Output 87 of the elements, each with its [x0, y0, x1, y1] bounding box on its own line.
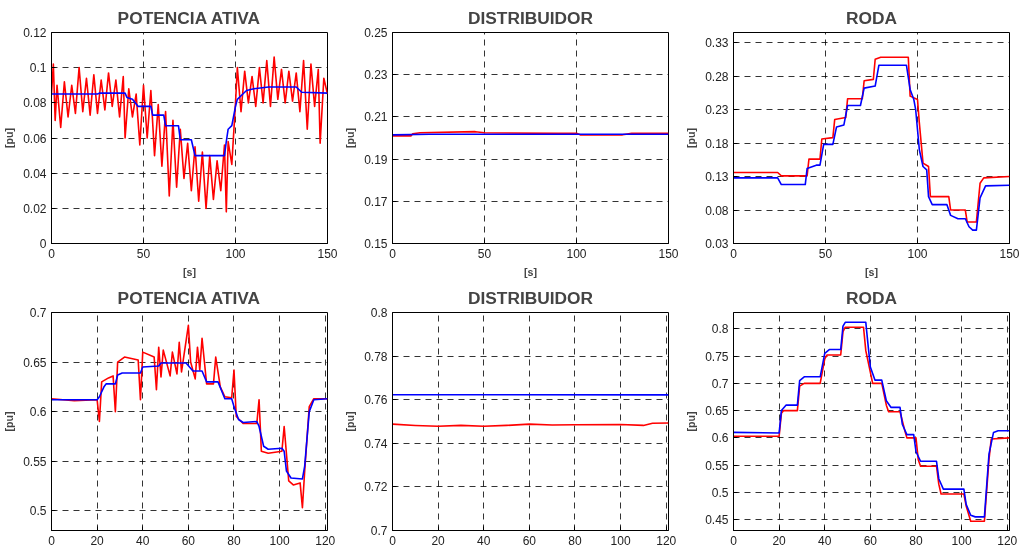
y-tick-label: 0.5 [711, 485, 729, 500]
y-tick-label: 0.08 [23, 96, 47, 111]
x-tick-label: 50 [136, 246, 151, 261]
y-tick-label: 0.28 [705, 69, 729, 84]
x-tick-label: 80 [909, 533, 923, 547]
y-tick-label: 0.45 [705, 513, 729, 528]
y-tick-label: 0.72 [364, 480, 388, 495]
y-tick-label: 0.55 [705, 458, 729, 473]
x-tick-label: 150 [658, 246, 679, 261]
y-tick-label: 0.08 [705, 203, 729, 218]
x-tick-label: 100 [269, 533, 290, 547]
y-tick-label: 0.06 [23, 131, 47, 146]
y-tick-label: 0.17 [364, 194, 388, 209]
y-tick-label: 0 [39, 237, 47, 251]
x-tick-label: 60 [522, 533, 537, 547]
y-tick-label: 0.7 [29, 306, 47, 320]
line-series [51, 362, 328, 480]
x-tick-label: 0 [730, 533, 738, 547]
x-tick-label: 40 [136, 533, 150, 547]
y-tick-label: 0.8 [711, 322, 729, 337]
y-tick-label: 0.75 [705, 349, 729, 364]
y-axis-title: [pu] [3, 411, 16, 432]
y-axis-title: [pu] [344, 127, 357, 149]
x-tick-label: 40 [818, 533, 832, 547]
y-tick-label: 0.25 [364, 26, 388, 40]
y-tick-label: 0.23 [705, 103, 729, 118]
x-tick-label: 20 [772, 533, 787, 547]
x-tick-label: 120 [656, 533, 677, 547]
y-tick-label: 0.19 [364, 152, 388, 167]
y-tick-label: 0.03 [705, 237, 729, 251]
y-tick-label: 0.12 [23, 26, 47, 40]
y-axis-title: [pu] [3, 127, 16, 149]
y-tick-label: 0.13 [705, 170, 729, 185]
y-tick-label: 0.6 [29, 405, 47, 420]
chart-title: RODA [845, 7, 898, 28]
x-tick-label: 100 [951, 533, 972, 547]
x-tick-label: 100 [610, 533, 631, 547]
y-axis-title: [pu] [685, 127, 698, 149]
x-tick-label: 60 [181, 533, 196, 547]
y-tick-label: 0.15 [364, 237, 388, 251]
line-series [51, 56, 328, 213]
x-tick-label: 0 [48, 533, 56, 547]
chart-title: POTENCIA ATIVA [117, 287, 261, 308]
x-tick-label: 50 [818, 246, 833, 261]
x-axis-title: [s] [182, 265, 197, 278]
x-tick-label: 150 [999, 246, 1020, 261]
y-axis-title: [pu] [344, 411, 357, 432]
y-tick-label: 0.21 [364, 110, 388, 125]
x-tick-label: 80 [227, 533, 241, 547]
x-tick-label: 20 [431, 533, 446, 547]
x-axis-title: [s] [523, 265, 538, 278]
chart-title: RODA [845, 287, 898, 308]
y-tick-label: 0.65 [23, 355, 47, 370]
y-tick-label: 0.04 [23, 166, 47, 181]
x-tick-label: 100 [225, 246, 246, 261]
y-tick-label: 0.76 [364, 393, 388, 408]
y-axis-title: [pu] [685, 411, 698, 432]
y-tick-label: 0.18 [705, 136, 729, 151]
y-tick-label: 0.6 [711, 431, 729, 446]
line-series [51, 86, 328, 157]
y-tick-label: 0.65 [705, 404, 729, 419]
y-tick-label: 0.74 [364, 436, 388, 451]
x-tick-label: 120 [315, 533, 336, 547]
x-tick-label: 120 [997, 533, 1018, 547]
x-tick-label: 80 [568, 533, 582, 547]
y-tick-label: 0.8 [370, 306, 388, 320]
x-tick-label: 100 [907, 246, 928, 261]
y-tick-label: 0.7 [711, 376, 729, 391]
chart-title: DISTRIBUIDOR [467, 287, 594, 308]
x-axis-title: [s] [864, 265, 879, 278]
y-tick-label: 0.1 [29, 61, 47, 76]
y-tick-label: 0.55 [23, 454, 47, 469]
x-tick-label: 60 [863, 533, 878, 547]
y-tick-label: 0.02 [23, 201, 47, 216]
y-tick-label: 0.5 [29, 504, 47, 519]
chart-title: DISTRIBUIDOR [467, 7, 594, 28]
y-tick-label: 0.78 [364, 349, 388, 364]
x-tick-label: 50 [477, 246, 492, 261]
y-tick-label: 0.33 [705, 36, 729, 51]
chart-title: POTENCIA ATIVA [117, 7, 261, 28]
x-tick-label: 40 [477, 533, 491, 547]
y-tick-label: 0.23 [364, 68, 388, 83]
x-tick-label: 20 [90, 533, 105, 547]
x-tick-label: 150 [317, 246, 338, 261]
y-tick-label: 0.7 [370, 524, 388, 538]
x-tick-label: 0 [389, 533, 397, 547]
x-tick-label: 100 [566, 246, 587, 261]
